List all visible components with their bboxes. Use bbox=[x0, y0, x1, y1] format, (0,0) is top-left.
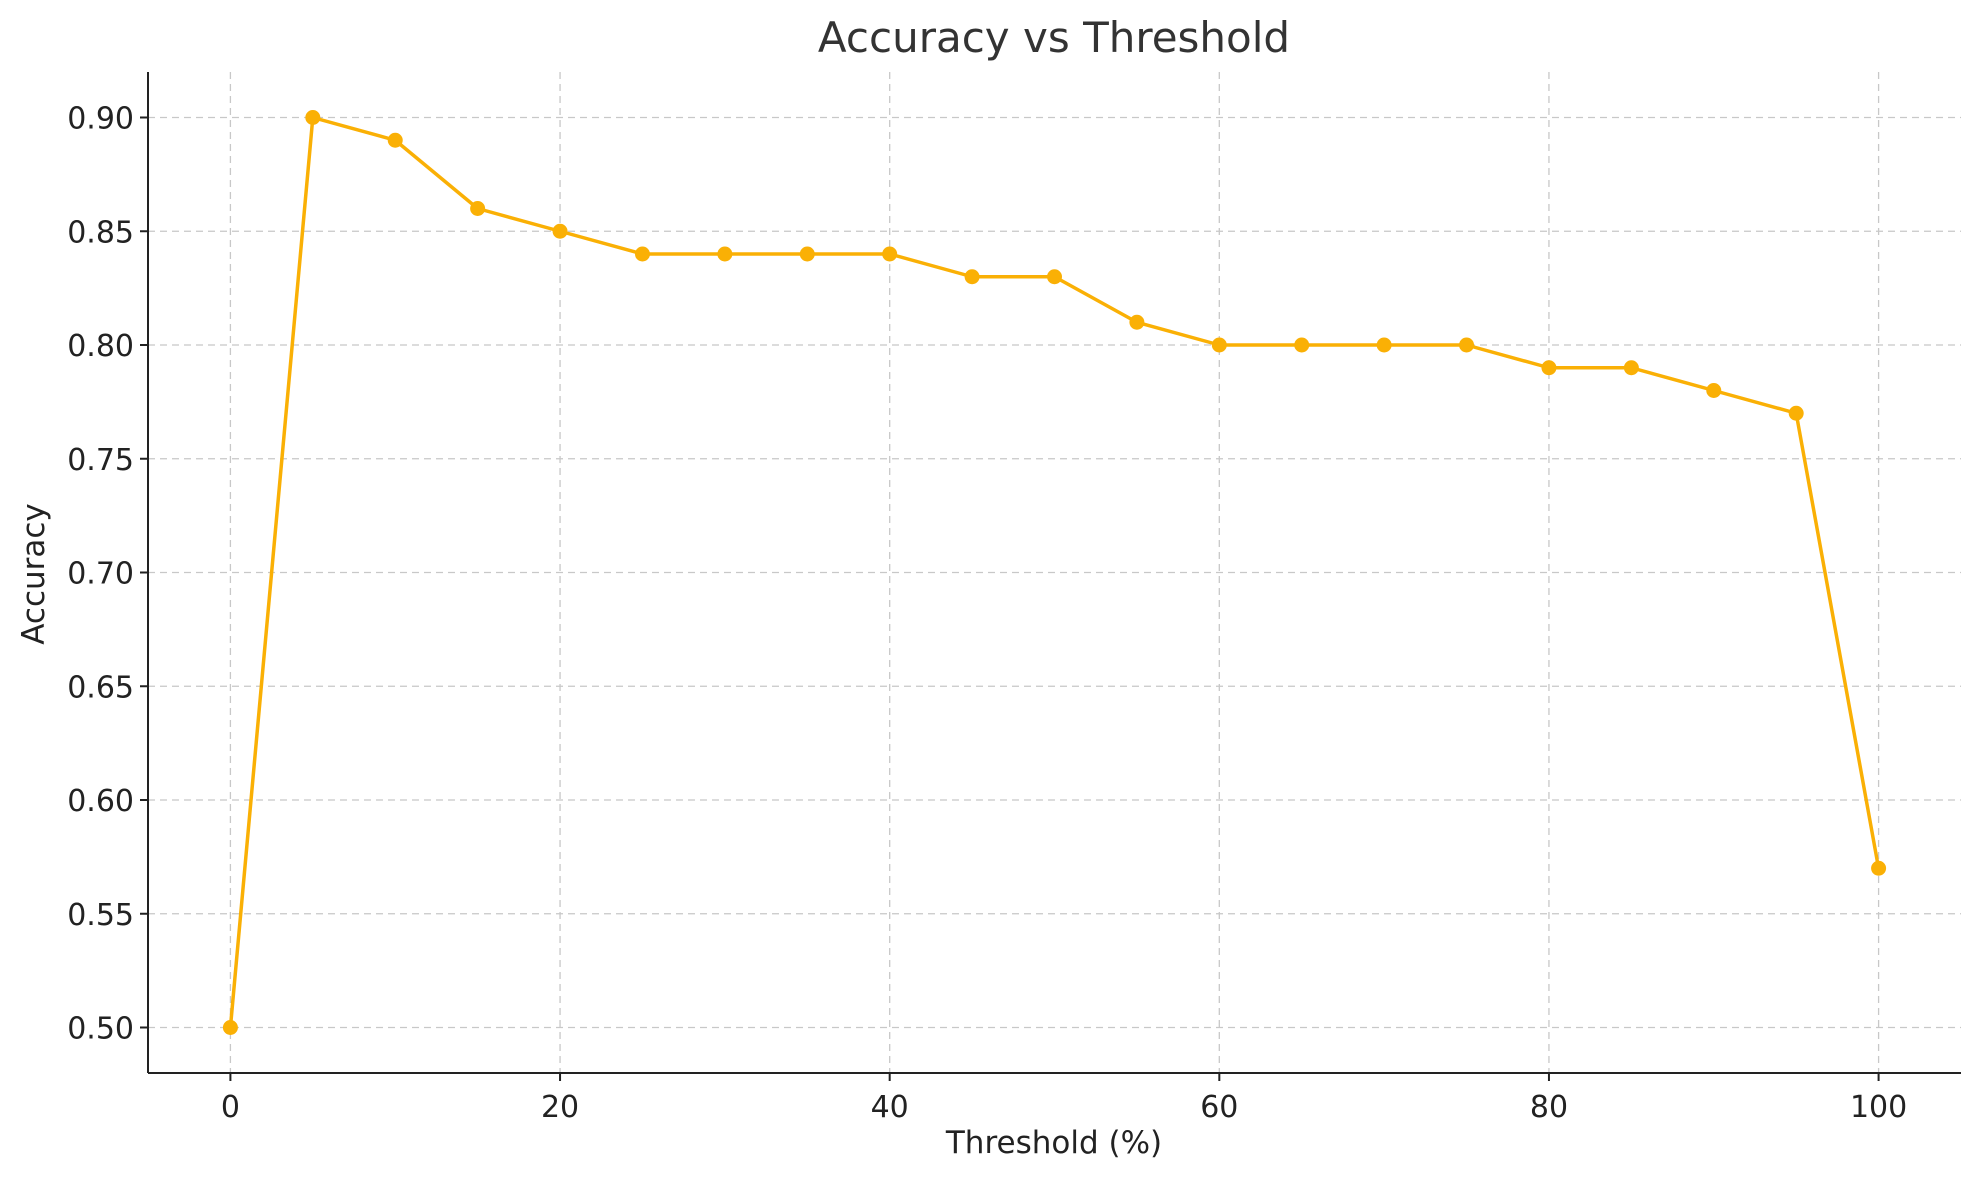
data-point bbox=[717, 246, 733, 262]
x-tick-label: 20 bbox=[541, 1090, 579, 1125]
y-tick-label: 0.65 bbox=[67, 670, 134, 705]
x-tick-label: 40 bbox=[871, 1090, 909, 1125]
x-axis-label: Threshold (%) bbox=[945, 1125, 1162, 1161]
y-tick-label: 0.75 bbox=[67, 443, 134, 478]
data-point bbox=[387, 132, 403, 148]
y-tick-label: 0.80 bbox=[67, 329, 134, 364]
y-tick-label: 0.55 bbox=[67, 898, 134, 933]
y-tick-label: 0.90 bbox=[67, 102, 134, 137]
data-point bbox=[1459, 337, 1475, 353]
series-layer bbox=[222, 110, 1887, 1035]
data-point bbox=[305, 110, 321, 125]
data-point bbox=[470, 201, 486, 216]
data-point bbox=[1541, 360, 1557, 376]
data-point bbox=[1623, 360, 1639, 376]
chart-title: Accuracy vs Threshold bbox=[818, 13, 1290, 62]
x-tick-label: 0 bbox=[221, 1090, 240, 1125]
data-point bbox=[1376, 337, 1392, 353]
data-point bbox=[552, 223, 568, 239]
ticks: 0 20 40 60 80 100 0.50 0.55 0.60 0.65 0.70 0.75 0.80… bbox=[67, 102, 1907, 1126]
y-tick-label: 0.85 bbox=[67, 215, 134, 250]
series-group bbox=[222, 110, 1887, 1035]
data-point bbox=[1788, 405, 1804, 421]
x-tick-label: 60 bbox=[1200, 1090, 1238, 1125]
y-tick-label: 0.70 bbox=[67, 557, 134, 592]
data-point bbox=[1294, 337, 1310, 353]
y-tick-label: 0.50 bbox=[67, 1012, 134, 1047]
data-point bbox=[1047, 269, 1062, 285]
data-point bbox=[1129, 314, 1145, 330]
x-tick-label: 100 bbox=[1850, 1090, 1907, 1125]
data-point bbox=[799, 246, 815, 262]
data-point bbox=[1706, 383, 1722, 398]
data-point bbox=[964, 269, 980, 285]
x-tick-label: 80 bbox=[1530, 1090, 1568, 1125]
data-point bbox=[1211, 337, 1227, 353]
data-point bbox=[882, 246, 898, 262]
y-tick-label: 0.60 bbox=[67, 784, 134, 819]
y-axis-label: Accuracy bbox=[16, 503, 52, 645]
data-point bbox=[222, 1020, 238, 1035]
data-point bbox=[1871, 860, 1887, 876]
data-point bbox=[634, 246, 650, 262]
grid bbox=[148, 72, 1961, 1073]
